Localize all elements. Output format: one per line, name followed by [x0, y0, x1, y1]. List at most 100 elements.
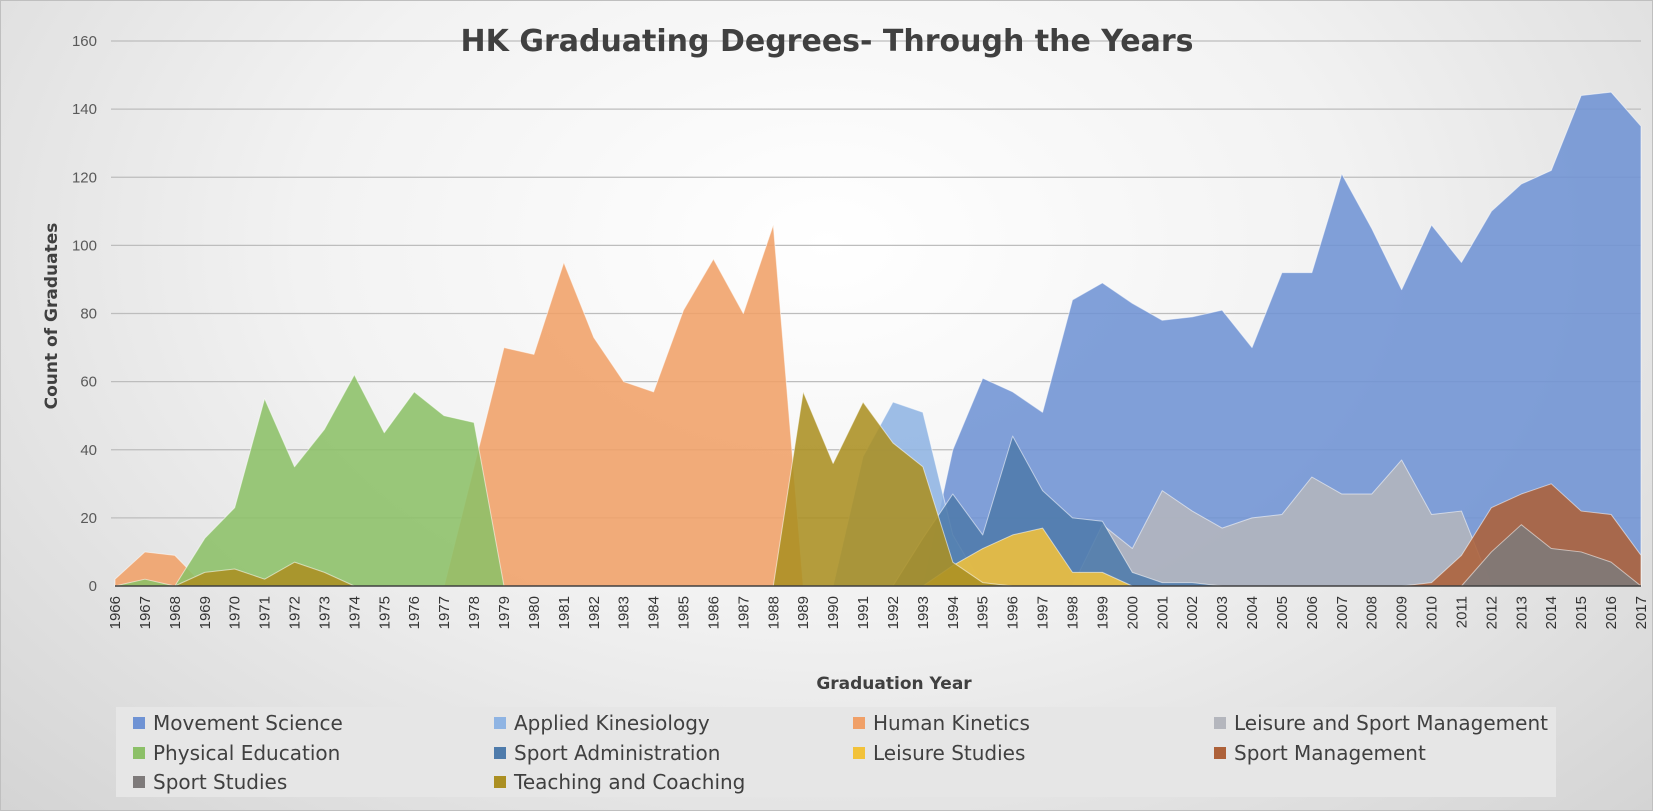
legend-item-movement-science: Movement Science — [133, 711, 343, 735]
x-tick-label-1966: 1966 — [107, 596, 124, 629]
x-tick-label-2016: 2016 — [1603, 596, 1620, 629]
x-tick-label-2010: 2010 — [1424, 596, 1441, 629]
y-tick-label-120: 120 — [72, 169, 97, 186]
x-tick-label-1981: 1981 — [556, 596, 573, 629]
legend-swatch-leisure-studies — [853, 747, 865, 759]
x-tick-label-1994: 1994 — [945, 596, 962, 629]
x-tick-label-2014: 2014 — [1543, 596, 1560, 629]
x-tick-label-2011: 2011 — [1453, 596, 1470, 628]
area-series-group — [114, 91, 1642, 587]
legend-swatch-applied-kinesiology — [494, 717, 506, 729]
x-tick-label-1984: 1984 — [646, 596, 663, 629]
x-tick-label-1998: 1998 — [1064, 596, 1081, 629]
legend-item-sport-administration: Sport Administration — [494, 741, 720, 765]
y-tick-label-100: 100 — [72, 237, 97, 254]
x-tick-label-1974: 1974 — [346, 596, 363, 629]
y-tick-label-140: 140 — [72, 101, 97, 118]
y-axis-title: Count of Graduates — [42, 223, 62, 410]
x-tick-label-1979: 1979 — [496, 596, 513, 629]
x-tick-label-2000: 2000 — [1124, 596, 1141, 629]
legend-label-physical-education: Physical Education — [153, 741, 340, 765]
legend-background — [116, 707, 1556, 797]
legend-label-teaching-and-coaching: Teaching and Coaching — [513, 770, 745, 794]
x-tick-label-2006: 2006 — [1304, 596, 1321, 629]
x-tick-label-1976: 1976 — [406, 596, 423, 629]
x-tick-label-2012: 2012 — [1483, 596, 1500, 629]
x-tick-label-1999: 1999 — [1094, 596, 1111, 629]
y-tick-label-60: 60 — [80, 374, 97, 391]
x-tick-label-1969: 1969 — [197, 596, 214, 629]
legend-swatch-physical-education — [133, 747, 145, 759]
x-tick-label-1970: 1970 — [227, 596, 244, 629]
y-tick-label-20: 20 — [80, 510, 97, 527]
legend-item-human-kinetics: Human Kinetics — [853, 711, 1030, 735]
x-tick-label-1978: 1978 — [466, 596, 483, 629]
x-tick-label-1995: 1995 — [975, 596, 992, 629]
x-tick-label-1993: 1993 — [915, 596, 932, 629]
x-tick-label-1997: 1997 — [1035, 596, 1052, 629]
x-tick-label-1996: 1996 — [1005, 596, 1022, 629]
x-axis-title: Graduation Year — [816, 674, 972, 694]
x-tick-label-2017: 2017 — [1633, 596, 1650, 629]
x-tick-label-1971: 1971 — [257, 596, 274, 629]
x-tick-label-2015: 2015 — [1573, 596, 1590, 629]
x-tick-label-1988: 1988 — [765, 596, 782, 629]
legend-swatch-movement-science — [133, 717, 145, 729]
legend-item-leisure-studies: Leisure Studies — [853, 741, 1025, 765]
x-tick-label-2001: 2001 — [1154, 596, 1171, 629]
x-tick-label-1968: 1968 — [167, 596, 184, 629]
legend-label-leisure-studies: Leisure Studies — [873, 741, 1025, 765]
x-tick-label-1986: 1986 — [705, 596, 722, 629]
x-tick-label-1967: 1967 — [137, 596, 154, 629]
x-tick-label-1991: 1991 — [855, 596, 872, 629]
legend-label-human-kinetics: Human Kinetics — [873, 711, 1030, 735]
x-tick-label-2007: 2007 — [1334, 596, 1351, 629]
legend-swatch-leisure-and-sport-management — [1214, 717, 1226, 729]
x-tick-label-2008: 2008 — [1364, 596, 1381, 629]
legend-item-teaching-and-coaching: Teaching and Coaching — [494, 770, 745, 794]
x-tick-label-1973: 1973 — [316, 596, 333, 629]
legend-label-sport-management: Sport Management — [1234, 741, 1426, 765]
legend-item-leisure-and-sport-management: Leisure and Sport Management — [1214, 711, 1548, 735]
x-tick-label-1989: 1989 — [795, 596, 812, 629]
y-tick-label-40: 40 — [80, 442, 97, 459]
y-tick-label-160: 160 — [72, 33, 97, 50]
legend-label-sport-administration: Sport Administration — [514, 741, 720, 765]
y-tick-label-80: 80 — [80, 306, 97, 323]
legend-item-physical-education: Physical Education — [133, 741, 340, 765]
x-tick-label-1992: 1992 — [885, 596, 902, 629]
x-tick-label-1985: 1985 — [676, 596, 693, 629]
legend-item-sport-management: Sport Management — [1214, 741, 1426, 765]
x-tick-label-2004: 2004 — [1244, 596, 1261, 629]
x-tick-label-2002: 2002 — [1184, 596, 1201, 629]
legend-label-sport-studies: Sport Studies — [153, 770, 287, 794]
legend-label-applied-kinesiology: Applied Kinesiology — [514, 711, 710, 735]
legend: Movement Science Applied Kinesiology Human… — [133, 711, 1548, 794]
legend-swatch-human-kinetics — [853, 717, 865, 729]
x-tick-label-1987: 1987 — [735, 596, 752, 629]
legend-item-sport-studies: Sport Studies — [133, 770, 287, 794]
x-tick-label-1977: 1977 — [436, 596, 453, 629]
chart-title: HK Graduating Degrees- Through the Years — [461, 24, 1194, 59]
x-tick-label-1982: 1982 — [586, 596, 603, 629]
x-tick-labels: 1966 1967 1968 1969 1970 1971 1972 1973 1974 1975… — [107, 596, 1650, 629]
legend-swatch-sport-studies — [133, 776, 145, 788]
legend-label-movement-science: Movement Science — [153, 711, 343, 735]
x-tick-label-2005: 2005 — [1274, 596, 1291, 629]
legend-swatch-sport-administration — [494, 747, 506, 759]
legend-swatch-teaching-and-coaching — [494, 776, 506, 788]
legend-item-applied-kinesiology: Applied Kinesiology — [494, 711, 710, 735]
x-tick-label-1980: 1980 — [526, 596, 543, 629]
x-tick-label-2003: 2003 — [1214, 596, 1231, 629]
x-tick-label-1983: 1983 — [616, 596, 633, 629]
x-tick-label-2013: 2013 — [1513, 596, 1530, 629]
y-tick-labels: 0 20 40 60 80 100 120 140 160 — [72, 33, 97, 595]
legend-label-leisure-and-sport-management: Leisure and Sport Management — [1234, 711, 1548, 735]
legend-swatch-sport-management — [1214, 747, 1226, 759]
x-tick-label-1990: 1990 — [825, 596, 842, 629]
x-tick-label-2009: 2009 — [1394, 596, 1411, 629]
x-tick-label-1972: 1972 — [287, 596, 304, 629]
y-tick-label-0: 0 — [89, 578, 97, 595]
